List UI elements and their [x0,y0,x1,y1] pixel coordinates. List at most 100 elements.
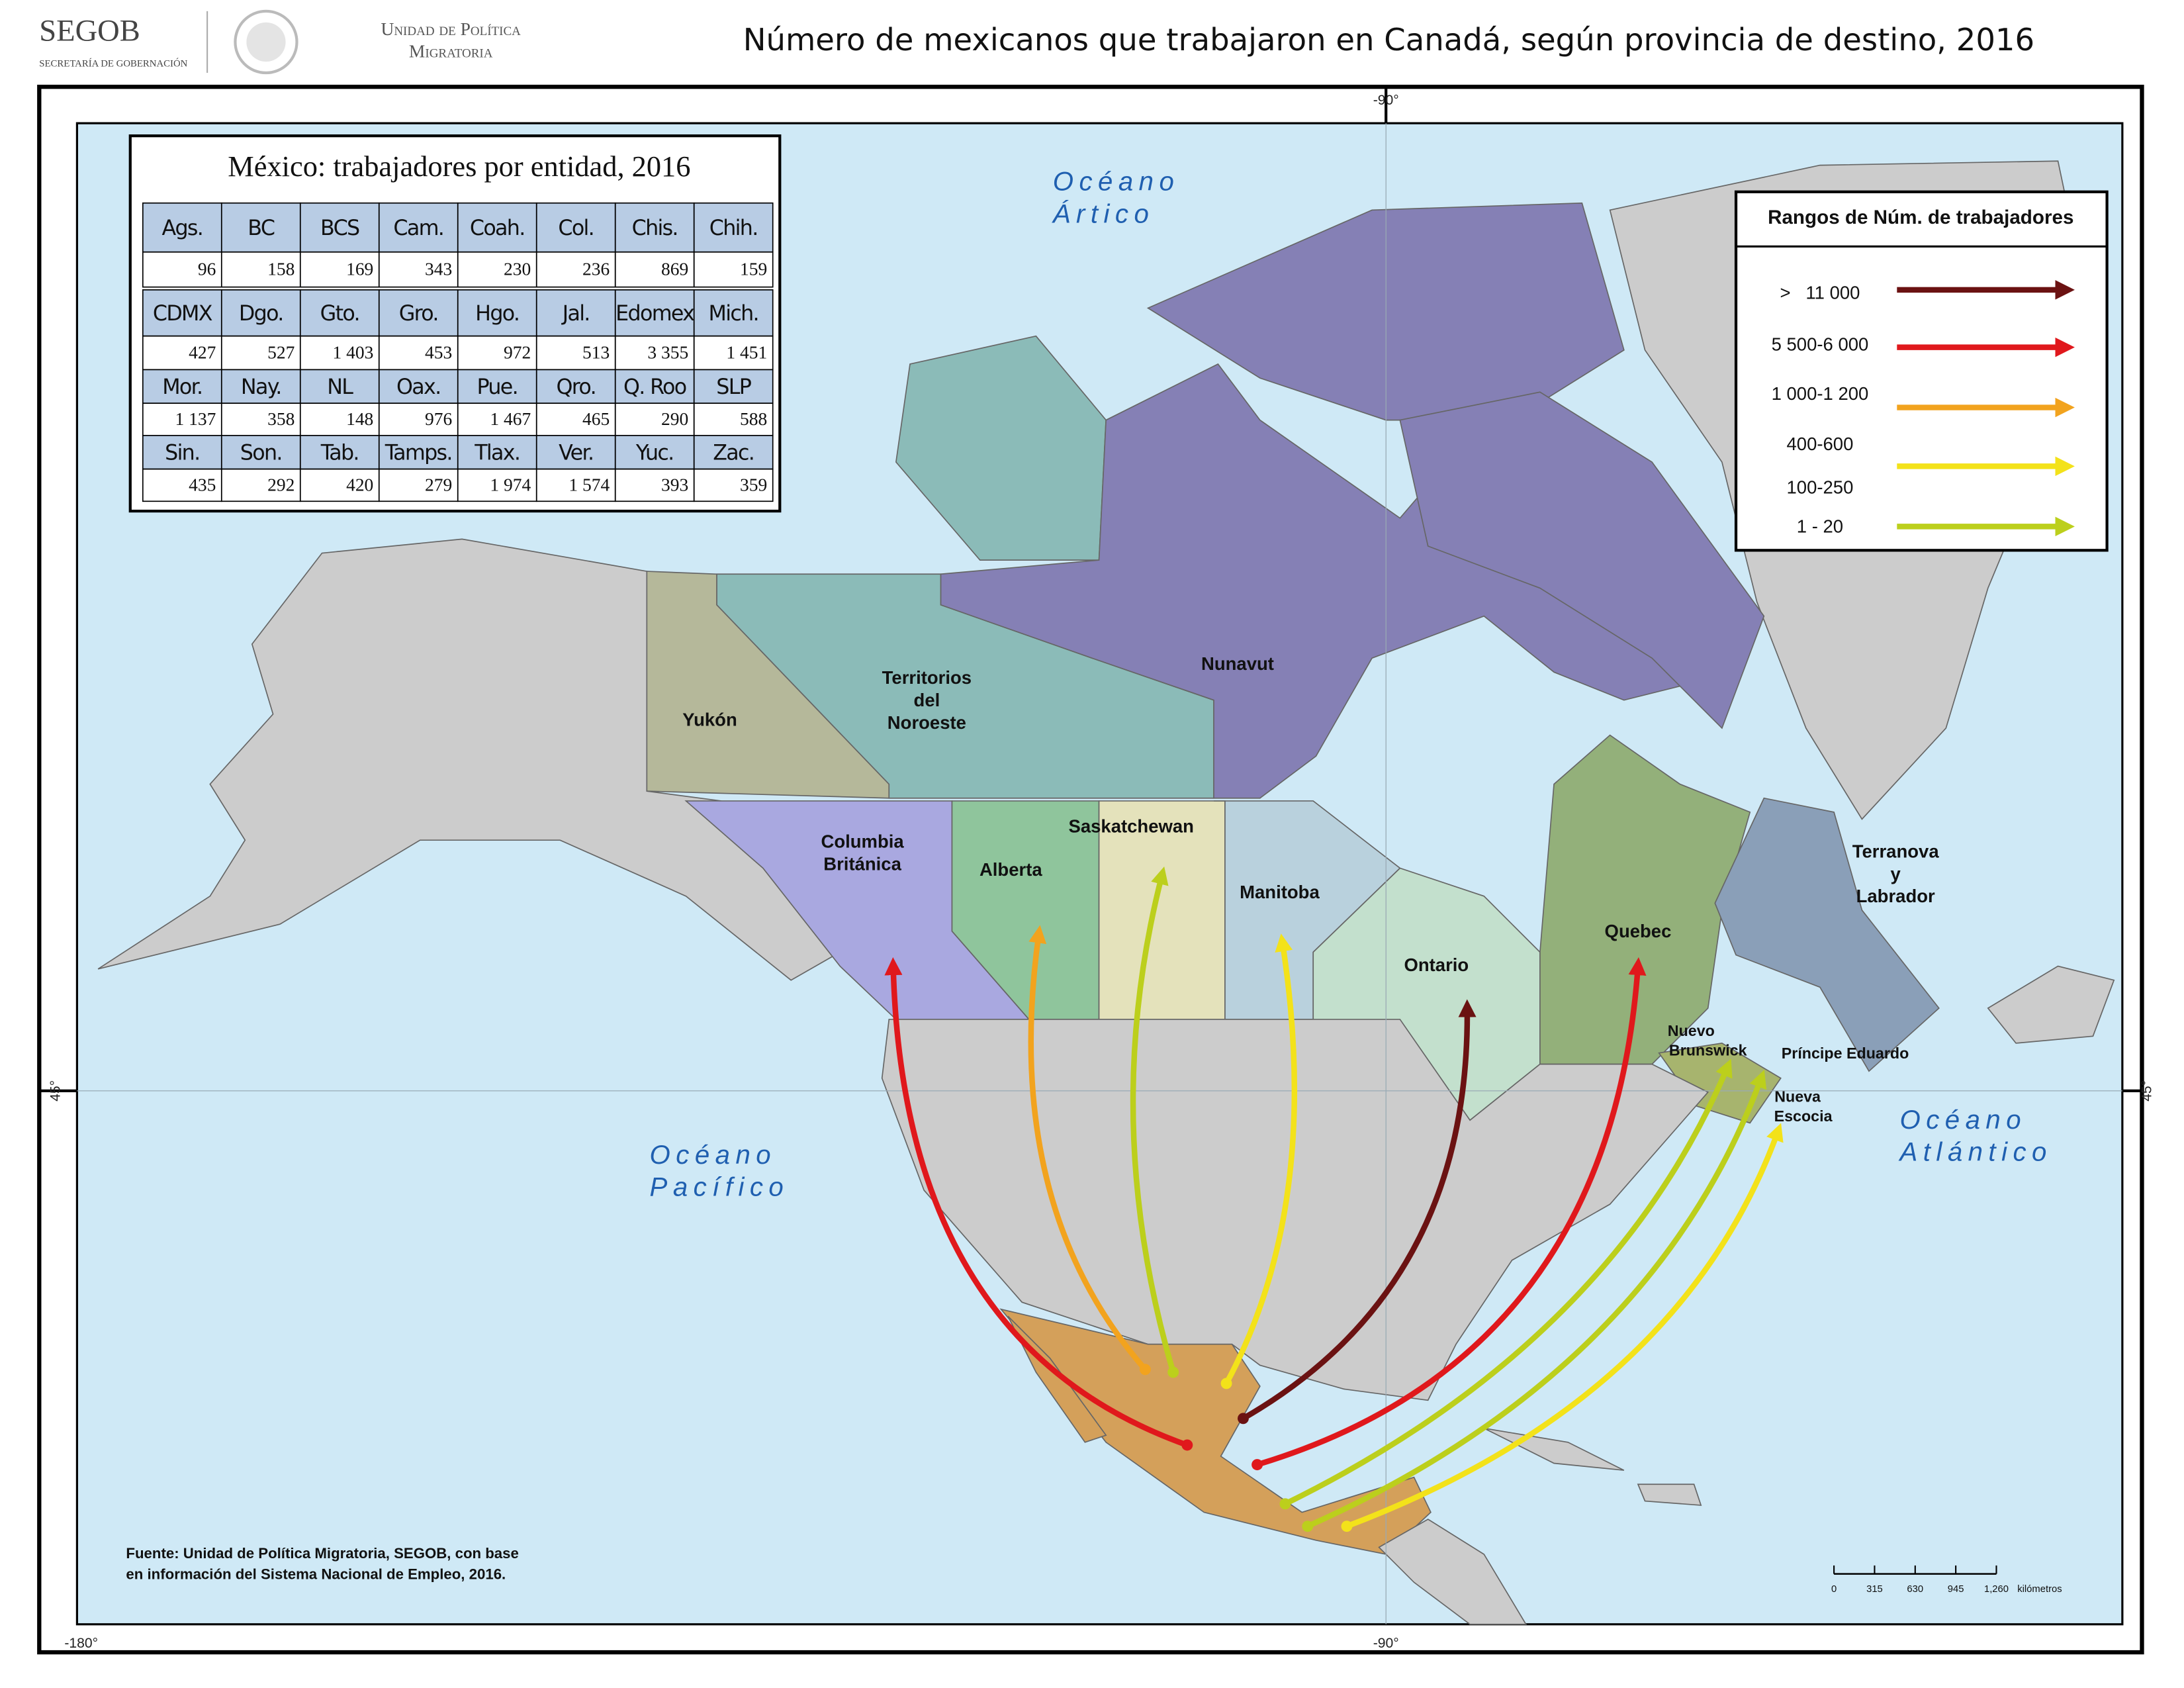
header-cell [142,289,222,337]
region-label: Terranova [1852,841,1940,861]
page-title: Número de mexicanos que trabajaron en Ca… [743,22,2034,58]
origin [1341,1521,1353,1532]
ocean-label: Ártico [1052,199,1154,228]
scale-unit: kilómetros [2017,1584,2062,1595]
flow-arrow [1028,925,1148,1372]
seal [234,9,298,75]
value-text: 169 [346,259,373,279]
value-text: 96 [198,259,216,279]
value-cell [457,402,537,436]
header-text: Dgo. [239,302,283,326]
header-text: Chih. [709,216,758,240]
header-text: Edomex [615,302,694,326]
origin [1237,1413,1249,1425]
header-cell [457,369,537,404]
value-text: 513 [582,342,610,362]
header-cell [614,435,695,470]
value-text: 358 [267,409,295,429]
seal-center [246,22,286,62]
graticule-label: -180° [64,1636,98,1651]
graticule-label: 45° [2140,1080,2155,1102]
region-label: Alberta [979,859,1042,880]
value-cell [220,335,301,371]
region-label: Manitoba [1240,882,1320,902]
value-cell [614,251,695,288]
value-cell [693,335,774,371]
newfoundland-labrador [1714,797,1940,1072]
origin [1220,1378,1232,1389]
header-text: Ags. [161,216,203,240]
value-text: 290 [661,409,688,429]
region-label: Británica [823,854,901,874]
header-text: Sin. [165,441,199,465]
header-text: CDMX [153,302,212,326]
flow-arrow [1240,999,1477,1422]
header-text: SLP [716,375,751,399]
legend-label: 100-250 [1787,477,1854,498]
region-label: Príncipe Eduardo [1782,1045,1909,1062]
ocean-label: Océano [650,1140,777,1170]
value-text: 343 [425,259,452,279]
header-cell [457,202,537,253]
origin [1139,1364,1151,1376]
ocean-label: Océano [1900,1105,2027,1135]
header-cell [299,369,380,404]
value-text: 359 [740,475,767,494]
value-cell [535,468,616,502]
header-cell [535,435,616,470]
header-text: Yuc. [635,441,674,465]
flow-arrow [1343,1123,1784,1529]
region-label: y [1891,863,1901,884]
value-text: 972 [504,342,531,362]
unit-name: Unidad de Política [381,19,521,39]
value-cell [378,402,459,436]
value-text: 292 [267,475,295,494]
baffin-island [1399,391,1765,729]
flow-arrow [884,957,1191,1448]
header-text: Jal. [561,302,590,326]
header-cell [142,202,222,253]
header-cell [457,289,537,337]
header-cell [535,369,616,404]
header-cell [693,435,774,470]
hispaniola [1637,1483,1702,1506]
graticule-label: 45° [48,1080,63,1102]
header-text: Cam. [393,216,443,240]
value-text: 588 [740,409,767,429]
value-text: 230 [504,259,531,279]
header-text: BC [248,216,275,240]
value-text: 393 [661,475,688,494]
unit-name: Migratoria [409,42,493,62]
flow-arrow [1130,866,1176,1376]
region-label: Nunavut [1201,653,1274,674]
value-text: 1 974 [490,475,531,494]
value-text: 159 [740,259,767,279]
region-label: Labrador [1856,886,1935,906]
region-label: Columbia [821,831,904,852]
header-text: BCS [320,216,359,240]
legend-label: 1 000-1 200 [1772,383,1869,404]
header-cell [614,369,695,404]
value-text: 420 [346,475,373,494]
header-text: Pue. [477,375,518,399]
flow-arrow [1254,957,1647,1468]
value-text: 236 [582,259,610,279]
logo: SEGOB [39,14,140,48]
value-text: 869 [661,259,688,279]
region-label: Nueva [1774,1088,1821,1105]
header-cell [220,435,301,470]
header-text: Hgo. [475,302,519,326]
iceland [1987,965,2115,1044]
flow-arrow [1282,1058,1733,1507]
value-text: 1 451 [726,342,767,362]
legend: Rangos de Núm. de trabajadores > 11 000 5… [1734,190,2109,552]
header-text: Son. [240,441,282,465]
value-cell [142,402,222,436]
header-text: Col. [558,216,594,240]
value-cell [378,468,459,502]
header-text: NL [327,375,353,399]
table-title: México: trabajadores por entidad, 2016 [228,150,690,183]
region-label: Quebec [1605,921,1672,941]
value-text: 976 [425,409,452,429]
